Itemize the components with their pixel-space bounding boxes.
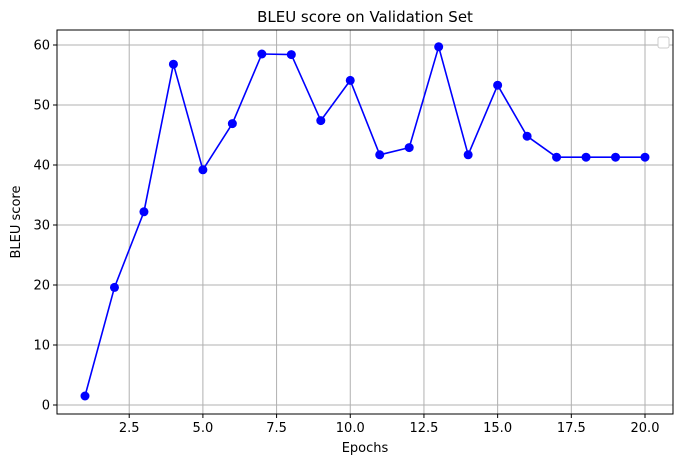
chart-title: BLEU score on Validation Set	[257, 8, 473, 26]
data-point	[463, 150, 473, 160]
data-point	[345, 75, 355, 85]
data-point	[109, 282, 119, 292]
data-point	[493, 80, 503, 90]
x-tick-label: 2.5	[119, 421, 140, 436]
data-point	[316, 116, 326, 126]
data-point	[168, 59, 178, 69]
plot-frame	[56, 29, 674, 415]
y-tick-label: 0	[42, 399, 50, 414]
x-axis-ticks: 2.5 5.0 7.5 10.0 12.5 15.0 17.5 20.0	[119, 414, 660, 436]
series-polyline	[84, 45, 645, 397]
y-axis-ticks: 0 10 20 30 40 50 60	[33, 39, 57, 414]
y-axis-title: BLEU score	[9, 186, 24, 259]
x-tick-label: 10.0	[336, 421, 365, 436]
data-point	[522, 131, 532, 141]
x-tick-label: 5.0	[193, 421, 214, 436]
data-point	[611, 152, 621, 162]
data-point	[257, 49, 267, 59]
data-point	[581, 152, 591, 162]
x-tick-label: 12.5	[409, 421, 438, 436]
y-tick-label: 50	[33, 99, 50, 114]
x-axis-title: Epochs	[342, 441, 389, 456]
data-point	[286, 50, 296, 60]
y-tick-label: 30	[33, 219, 50, 234]
grid	[57, 30, 673, 414]
series-line	[84, 45, 645, 397]
data-point	[227, 119, 237, 129]
y-tick-label: 20	[33, 279, 50, 294]
x-tick-label: 17.5	[557, 421, 586, 436]
data-point	[80, 391, 90, 401]
data-point	[640, 152, 650, 162]
data-point	[404, 143, 414, 153]
data-point	[198, 165, 208, 175]
series-markers	[80, 42, 650, 401]
data-point	[552, 152, 562, 162]
data-point	[375, 150, 385, 160]
data-point	[139, 207, 149, 217]
y-tick-label: 60	[33, 39, 50, 54]
y-tick-label: 10	[33, 339, 50, 354]
x-tick-label: 7.5	[266, 421, 287, 436]
y-tick-label: 40	[33, 159, 50, 174]
x-tick-label: 15.0	[483, 421, 512, 436]
data-point	[434, 42, 444, 52]
x-tick-label: 20.0	[631, 421, 660, 436]
legend-box	[657, 36, 670, 49]
